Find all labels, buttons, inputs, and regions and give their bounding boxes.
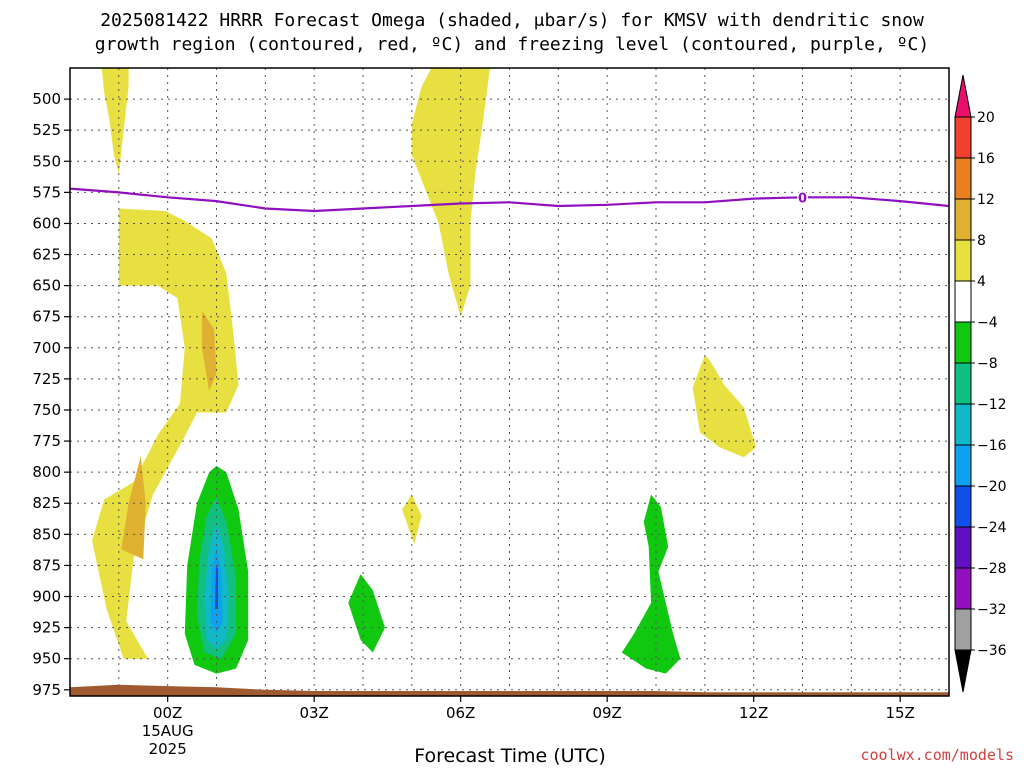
plot-frame: [69, 67, 950, 697]
x-tick-label-15Z: 15Z: [885, 704, 914, 722]
y-tick-label-675: 675: [32, 308, 61, 326]
colorbar-bin-9: [954, 485, 972, 528]
chart-title-line-1: 2025081422 HRRR Forecast Omega (shaded, …: [100, 10, 924, 31]
colorbar-label-11: −28: [977, 561, 1007, 577]
y-tick-label-900: 900: [32, 588, 61, 606]
colorbar-label-6: −8: [977, 356, 998, 372]
terrain-fill: [70, 684, 949, 696]
omega-region-5: [402, 494, 422, 545]
y-tick-label-800: 800: [32, 463, 61, 481]
colorbar-bin-4: [954, 280, 972, 323]
colorbar-label-12: −32: [977, 602, 1007, 618]
colorbar-bin-12: [954, 608, 972, 651]
y-tick-label-750: 750: [32, 401, 61, 419]
colorbar-label-2: 12: [977, 192, 995, 208]
y-tick-label-500: 500: [32, 90, 61, 108]
x-tick-label-03Z: 03Z: [299, 704, 328, 722]
x-tick-label-12Z: 12Z: [739, 704, 768, 722]
y-tick-label-550: 550: [32, 152, 61, 170]
colorbar-label-0: 20: [977, 110, 995, 126]
y-tick-label-725: 725: [32, 370, 61, 388]
omega-region-3: [121, 456, 146, 560]
y-tick-label-625: 625: [32, 246, 61, 264]
colorbar-top-arrow: [954, 74, 972, 118]
omega-region-0: [101, 68, 129, 174]
y-tick-label-775: 775: [32, 432, 61, 450]
colorbar-label-9: −20: [977, 479, 1007, 495]
omega-region-2: [201, 310, 217, 392]
y-tick-label-525: 525: [32, 121, 61, 139]
omega-region-12: [348, 574, 385, 653]
site-credit[interactable]: coolwx.com/models: [860, 746, 1014, 764]
y-tick-label-950: 950: [32, 650, 61, 668]
colorbar-bin-5: [954, 321, 972, 364]
y-tick-label-850: 850: [32, 525, 61, 543]
x-tick-label-09Z: 09Z: [592, 704, 621, 722]
y-tick-label-600: 600: [32, 214, 61, 232]
colorbar-bin-7: [954, 403, 972, 446]
x-tick-label-00Z: 00Z: [153, 704, 182, 722]
y-tick-label-875: 875: [32, 556, 61, 574]
chart-title-line-2: growth region (contoured, red, ºC) and f…: [94, 34, 930, 55]
colorbar-label-13: −36: [977, 643, 1007, 659]
y-tick-label-700: 700: [32, 339, 61, 357]
colorbar-label-8: −16: [977, 438, 1007, 454]
colorbar-bin-6: [954, 362, 972, 405]
y-tick-label-975: 975: [32, 681, 61, 699]
y-tick-label-825: 825: [32, 494, 61, 512]
x-tick-label-06Z: 06Z: [446, 704, 475, 722]
colorbar-label-10: −24: [977, 520, 1007, 536]
colorbar-label-4: 4: [977, 274, 986, 290]
colorbar-label-7: −12: [977, 397, 1007, 413]
freezing-level-line: [69, 187, 950, 213]
colorbar-bin-2: [954, 198, 972, 241]
y-tick-label-925: 925: [32, 619, 61, 637]
colorbar-bin-10: [954, 526, 972, 569]
colorbar-label-1: 16: [977, 151, 995, 167]
x-tick-date-label: 15AUG: [142, 722, 194, 740]
colorbar-label-5: −4: [977, 315, 998, 331]
y-tick-label-575: 575: [32, 183, 61, 201]
colorbar-bin-0: [954, 116, 972, 159]
y-tick-label-650: 650: [32, 277, 61, 295]
omega-region-13: [621, 494, 681, 674]
x-tick-year-label: 2025: [149, 740, 187, 758]
colorbar-bin-1: [954, 157, 972, 200]
x-axis-title: Forecast Time (UTC): [414, 745, 606, 767]
colorbar-bin-11: [954, 567, 972, 610]
colorbar-label-3: 8: [977, 233, 986, 249]
colorbar-bottom-arrow: [954, 649, 972, 693]
colorbar-bin-3: [954, 239, 972, 282]
omega-region-6: [692, 355, 757, 458]
omega-region-4: [411, 68, 490, 317]
freezing-level-label: 0: [798, 191, 807, 206]
colorbar-bin-8: [954, 444, 972, 487]
